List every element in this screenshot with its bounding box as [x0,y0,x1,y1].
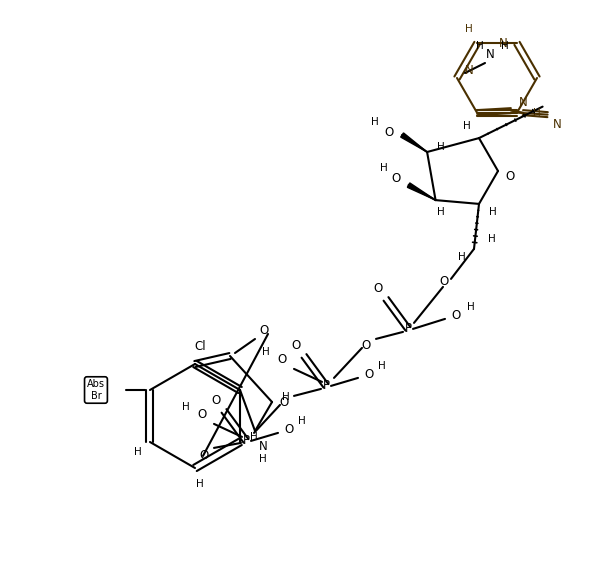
Text: H: H [465,25,473,35]
Text: H: H [488,234,496,244]
Text: N: N [258,441,268,454]
Text: N: N [553,118,562,131]
Text: O: O [451,309,460,322]
Text: P: P [322,379,330,393]
Text: H: H [437,207,445,217]
Text: N: N [499,37,507,50]
Text: H: H [501,41,509,51]
Text: N: N [519,96,527,109]
Text: N: N [486,49,494,62]
Text: O: O [292,339,301,352]
Text: H: H [467,302,475,312]
Text: O: O [278,353,287,366]
Text: O: O [362,339,371,352]
Text: O: O [200,449,209,462]
Text: O: O [505,169,515,182]
Text: O: O [384,125,394,138]
Text: H: H [262,347,270,357]
Text: N: N [465,63,473,77]
Polygon shape [407,183,435,200]
Text: H: H [298,416,306,426]
Text: O: O [364,369,374,381]
Text: O: O [279,396,289,410]
Text: H: H [134,447,142,457]
Text: H: H [250,432,258,442]
Polygon shape [401,133,427,152]
Text: H: H [182,402,190,412]
Text: Cl: Cl [194,339,206,353]
Text: H: H [489,207,497,217]
Text: H: H [378,361,386,371]
Text: O: O [373,282,383,295]
Text: O: O [391,172,400,185]
Text: P: P [243,434,249,447]
Text: H: H [282,392,290,402]
Text: O: O [440,275,449,288]
Text: P: P [405,322,411,335]
Text: Abs
Br: Abs Br [87,379,105,401]
Text: O: O [259,323,269,336]
Text: O: O [284,424,293,437]
Text: H: H [463,121,471,131]
Text: H: H [196,479,204,489]
Text: O: O [197,408,207,421]
Text: H: H [533,108,541,118]
Text: H: H [437,142,445,152]
Text: O: O [211,394,220,407]
Text: H: H [371,117,379,127]
Text: H: H [259,454,267,464]
Text: H: H [458,252,466,262]
Text: H: H [379,163,387,173]
Text: H: H [476,41,484,51]
